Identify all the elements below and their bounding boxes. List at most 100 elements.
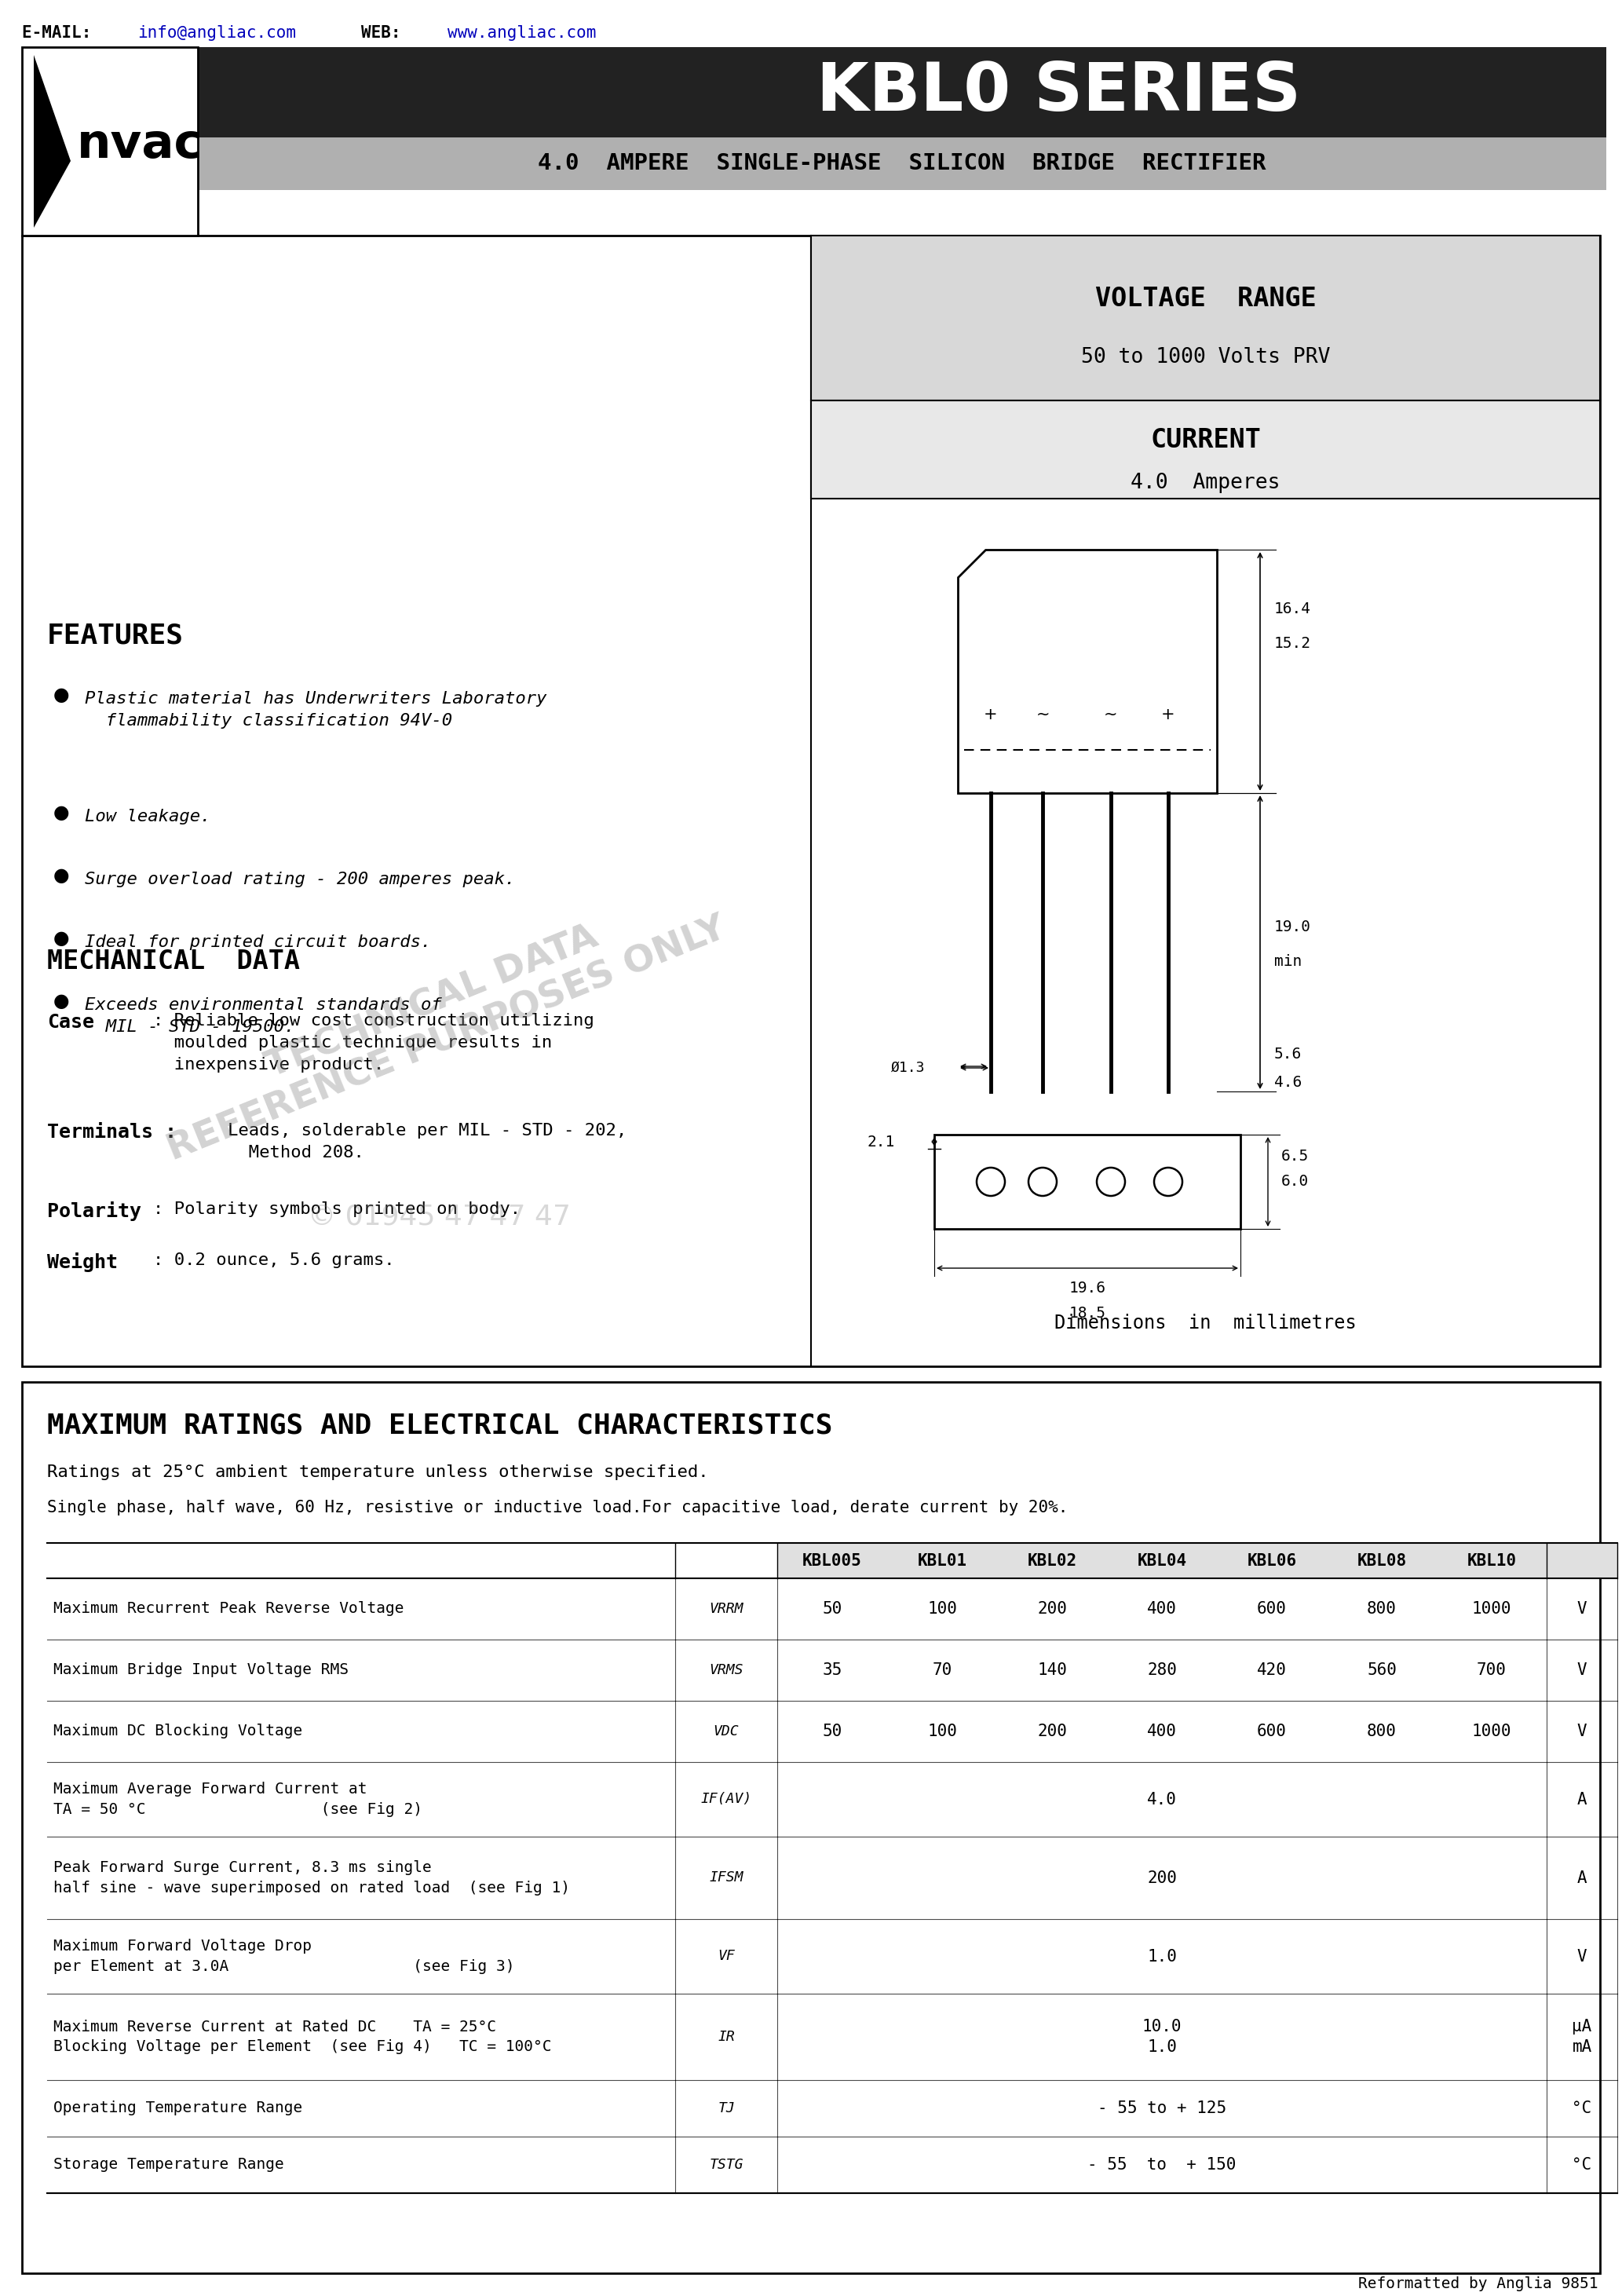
Text: Low leakage.: Low leakage. (84, 808, 211, 824)
Text: 50 to 1000 Volts PRV: 50 to 1000 Volts PRV (1080, 347, 1330, 367)
Text: Maximum Forward Voltage Drop
per Element at 3.0A                    (see Fig 3): Maximum Forward Voltage Drop per Element… (54, 1940, 514, 1975)
Text: Storage Temperature Range: Storage Temperature Range (54, 2158, 284, 2172)
Text: - 55  to  + 150: - 55 to + 150 (1088, 2156, 1236, 2172)
Bar (811, 236, 1599, 400)
Text: 200: 200 (1147, 1869, 1178, 1885)
Text: 800: 800 (1367, 1724, 1397, 1740)
Text: E-MAIL:: E-MAIL: (23, 25, 101, 41)
Text: TSTG: TSTG (709, 2158, 743, 2172)
Text: V: V (1577, 1949, 1586, 1965)
Text: ~: ~ (1105, 707, 1118, 723)
Text: VDC: VDC (714, 1724, 740, 1738)
Text: 800: 800 (1367, 1600, 1397, 1616)
Text: MAXIMUM RATINGS AND ELECTRICAL CHARACTERISTICS: MAXIMUM RATINGS AND ELECTRICAL CHARACTER… (47, 1412, 832, 1440)
Circle shape (1096, 1169, 1126, 1196)
Circle shape (1028, 1169, 1058, 1196)
Text: 600: 600 (1257, 1600, 1286, 1616)
Text: 400: 400 (1147, 1724, 1178, 1740)
Text: 19.6: 19.6 (1069, 1281, 1106, 1295)
Text: Maximum Bridge Input Voltage RMS: Maximum Bridge Input Voltage RMS (54, 1662, 349, 1678)
Text: 1000: 1000 (1471, 1724, 1512, 1740)
Text: V: V (1577, 1662, 1586, 1678)
Text: ●: ● (54, 930, 70, 948)
Bar (934, 1134, 1241, 1228)
Text: Polarity: Polarity (47, 1201, 141, 1221)
Text: Exceeds environmental standards of
  MIL - STD - 19500.: Exceeds environmental standards of MIL -… (84, 996, 441, 1035)
Text: A: A (1577, 1791, 1586, 1807)
Text: Ideal for printed circuit boards.: Ideal for printed circuit boards. (84, 934, 431, 951)
Text: KBL0 SERIES: KBL0 SERIES (817, 60, 1301, 124)
Text: KBL02: KBL02 (1027, 1552, 1077, 1568)
Text: 400: 400 (1147, 1600, 1178, 1616)
Text: MECHANICAL  DATA: MECHANICAL DATA (47, 948, 300, 976)
Text: 19.0: 19.0 (1275, 918, 1311, 934)
Text: 600: 600 (1257, 1724, 1286, 1740)
Text: Operating Temperature Range: Operating Temperature Range (54, 2101, 302, 2117)
Text: IFSM: IFSM (709, 1871, 743, 1885)
Text: 10.0
1.0: 10.0 1.0 (1142, 2018, 1182, 2055)
Text: 18.5: 18.5 (1069, 1306, 1106, 1320)
Text: Maximum Average Forward Current at
TA = 50 °C                   (see Fig 2): Maximum Average Forward Current at TA = … (54, 1782, 422, 1816)
Text: 15.2: 15.2 (1275, 636, 1311, 652)
Text: 50: 50 (822, 1724, 842, 1740)
Text: VF: VF (717, 1949, 735, 1963)
Text: Maximum Reverse Current at Rated DC    TA = 25°C
Blocking Voltage per Element  (: Maximum Reverse Current at Rated DC TA =… (54, 2020, 551, 2055)
Text: KBL04: KBL04 (1137, 1552, 1187, 1568)
Text: 280: 280 (1147, 1662, 1178, 1678)
Text: 560: 560 (1367, 1662, 1397, 1678)
Text: A: A (1577, 1869, 1586, 1885)
Bar (198, 138, 1606, 191)
Polygon shape (959, 549, 1216, 792)
Text: Leads, solderable per MIL - STD - 202,
  Method 208.: Leads, solderable per MIL - STD - 202, M… (227, 1123, 626, 1159)
Text: Reformatted by Anglia 9851: Reformatted by Anglia 9851 (1359, 2275, 1598, 2291)
Text: °C: °C (1572, 2101, 1591, 2117)
Text: ●: ● (54, 866, 70, 884)
Text: 4.6: 4.6 (1275, 1075, 1302, 1091)
Text: ●: ● (54, 804, 70, 822)
Circle shape (976, 1169, 1006, 1196)
Text: Ø1.3: Ø1.3 (890, 1061, 925, 1075)
Text: TECHNICAL DATA
REFERENCE PURPOSES ONLY: TECHNICAL DATA REFERENCE PURPOSES ONLY (148, 872, 732, 1169)
Text: FEATURES: FEATURES (47, 622, 183, 650)
Text: Maximum DC Blocking Voltage: Maximum DC Blocking Voltage (54, 1724, 302, 1738)
Text: °C: °C (1572, 2156, 1591, 2172)
Text: WEB:: WEB: (362, 25, 410, 41)
Text: KBL06: KBL06 (1247, 1552, 1296, 1568)
Text: IF(AV): IF(AV) (701, 1793, 753, 1807)
Text: 100: 100 (928, 1724, 957, 1740)
Text: 50: 50 (822, 1600, 842, 1616)
Text: - 55 to + 125: - 55 to + 125 (1098, 2101, 1226, 2117)
Text: +: + (1161, 707, 1174, 723)
Text: VOLTAGE  RANGE: VOLTAGE RANGE (1095, 285, 1315, 312)
Text: 35: 35 (822, 1662, 842, 1678)
Bar (198, 48, 1606, 138)
Text: 4.0: 4.0 (1147, 1791, 1178, 1807)
Text: 420: 420 (1257, 1662, 1286, 1678)
Text: IR: IR (717, 2030, 735, 2043)
Text: : Polarity symbols printed on body.: : Polarity symbols printed on body. (152, 1201, 521, 1217)
Bar (23, 48, 198, 236)
Text: 200: 200 (1036, 1724, 1067, 1740)
Bar (777, 1543, 1617, 1577)
Text: Single phase, half wave, 60 Hz, resistive or inductive load.For capacitive load,: Single phase, half wave, 60 Hz, resistiv… (47, 1499, 1067, 1515)
Text: Ratings at 25°C ambient temperature unless otherwise specified.: Ratings at 25°C ambient temperature unle… (47, 1465, 709, 1481)
Text: © 01945 47 47 47: © 01945 47 47 47 (308, 1203, 571, 1231)
Text: 140: 140 (1036, 1662, 1067, 1678)
Bar (23, 1382, 1599, 2273)
Text: TJ: TJ (717, 2101, 735, 2115)
Text: 2.1: 2.1 (868, 1134, 895, 1150)
Text: www.angliac.com: www.angliac.com (448, 25, 597, 41)
Text: 4.0  AMPERE  SINGLE-PHASE  SILICON  BRIDGE  RECTIFIER: 4.0 AMPERE SINGLE-PHASE SILICON BRIDGE R… (539, 154, 1267, 174)
Text: 700: 700 (1476, 1662, 1507, 1678)
Text: 4.0  Amperes: 4.0 Amperes (1131, 473, 1280, 494)
Text: μA
mA: μA mA (1572, 2018, 1591, 2055)
Text: Peak Forward Surge Current, 8.3 ms single
half sine - wave superimposed on rated: Peak Forward Surge Current, 8.3 ms singl… (54, 1860, 569, 1894)
Text: Dimensions  in  millimetres: Dimensions in millimetres (1054, 1313, 1356, 1332)
Text: : Reliable low cost construction utilizing
  moulded plastic technique results i: : Reliable low cost construction utilizi… (152, 1013, 594, 1072)
Text: ~: ~ (1036, 707, 1049, 723)
Text: VRMS: VRMS (709, 1662, 743, 1678)
Text: ●: ● (54, 992, 70, 1010)
Bar (23, 236, 1599, 1366)
Text: Maximum Recurrent Peak Reverse Voltage: Maximum Recurrent Peak Reverse Voltage (54, 1603, 404, 1616)
Text: 1.0: 1.0 (1147, 1949, 1178, 1965)
